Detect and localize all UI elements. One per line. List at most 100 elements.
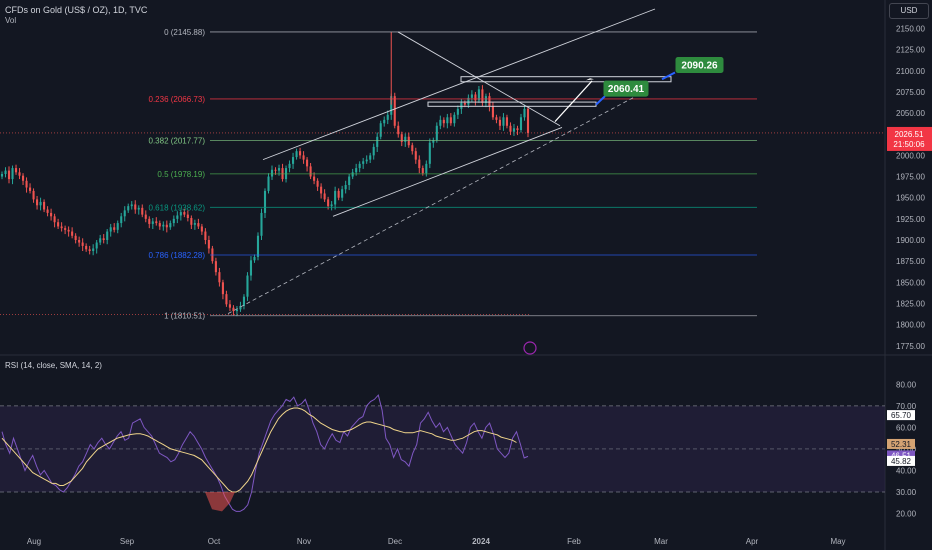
time-axis-label: Sep — [120, 537, 135, 546]
channel-lower-line — [332, 127, 563, 217]
price-axis-tick: 1775.00 — [896, 342, 925, 351]
candle-body — [11, 168, 14, 180]
time-axis-label: Oct — [208, 537, 221, 546]
candle-body — [256, 235, 260, 257]
candle-body — [425, 163, 428, 174]
time-axis-label: Feb — [567, 537, 581, 546]
candle-body — [67, 229, 70, 232]
candle-body — [78, 240, 81, 243]
candle-body — [404, 136, 407, 142]
time-axis-label: Aug — [27, 537, 41, 546]
candle-body — [71, 231, 74, 236]
candle-body — [274, 169, 277, 171]
candle-body — [299, 151, 302, 156]
candle-body — [249, 260, 253, 276]
candle-body — [477, 89, 480, 101]
candle-body — [21, 175, 25, 181]
candle-body — [204, 231, 207, 240]
target-price-label: 2060.41 — [608, 84, 645, 95]
candle-body — [449, 117, 452, 124]
candle-body — [390, 96, 393, 115]
candle-body — [320, 186, 323, 194]
candle-body — [288, 163, 291, 169]
candle-body — [369, 155, 372, 160]
candle-body — [113, 227, 116, 230]
candle-body — [393, 96, 396, 126]
candle-body — [327, 199, 330, 207]
candle-body — [162, 224, 165, 227]
time-axis-label: Nov — [297, 537, 311, 546]
rsi-value-tag — [887, 410, 915, 421]
time-axis-label: Dec — [388, 537, 402, 546]
candle-body — [355, 168, 358, 173]
candle-body — [495, 117, 498, 120]
candle-body — [516, 128, 519, 130]
candle-body — [172, 218, 175, 224]
candle-body — [25, 180, 28, 188]
candle-body — [39, 201, 42, 206]
candle-body — [88, 249, 91, 251]
time-axis-label: Apr — [746, 537, 759, 546]
candle-body — [29, 187, 32, 191]
fib-level-label: 1 (1810.51) — [164, 312, 205, 321]
price-axis-tick: 1975.00 — [896, 173, 925, 182]
candle-body — [46, 209, 49, 213]
fib-level-label: 0.618 (1938.62) — [149, 203, 206, 212]
candle-body — [414, 151, 417, 160]
trend-dashed-line — [227, 95, 637, 314]
currency-button[interactable]: USD — [889, 3, 929, 19]
candle-body — [218, 272, 221, 283]
candle-body — [292, 157, 295, 164]
volume-label: Vol — [5, 16, 17, 25]
candle-body — [242, 296, 246, 306]
rsi-axis-tick: 40.00 — [896, 466, 917, 475]
candle-body — [358, 163, 361, 169]
candle-body — [106, 231, 109, 240]
candle-body — [190, 218, 193, 225]
candle-body — [169, 223, 172, 228]
candle-body — [456, 108, 459, 115]
rsi-axis-tick: 50.00 — [896, 445, 917, 454]
candle-body — [467, 97, 470, 105]
candle-body — [144, 214, 147, 219]
rsi-axis-tick: 30.00 — [896, 488, 917, 497]
price-axis-tick: 1925.00 — [896, 215, 925, 224]
time-axis-label: 2024 — [472, 537, 490, 546]
fib-level-label: 0.786 (1882.28) — [149, 251, 206, 260]
last-price-tag — [887, 126, 932, 151]
rsi-value-label: 45.82 — [891, 457, 912, 466]
candle-body — [302, 155, 305, 160]
price-axis-tick: 2000.00 — [896, 151, 925, 160]
price-axis-tick: 1850.00 — [896, 278, 925, 287]
candle-body — [463, 102, 466, 105]
candle-body — [130, 204, 133, 207]
candle-body — [253, 256, 256, 261]
candle-body — [193, 223, 196, 225]
target-connector — [595, 95, 606, 106]
candle-body — [239, 306, 242, 310]
candle-body — [306, 159, 309, 167]
candle-body — [81, 242, 84, 246]
candle-body — [165, 224, 168, 228]
candle-body — [200, 226, 203, 232]
rsi-line — [1, 394, 529, 512]
candle-body — [64, 228, 67, 230]
candle-body — [491, 106, 494, 118]
candle-body — [260, 212, 263, 236]
candle-body — [383, 119, 386, 124]
fib-level-label: 0.5 (1978.19) — [157, 170, 205, 179]
candle-body — [526, 108, 530, 133]
candle-body — [116, 223, 119, 230]
candle-body — [228, 304, 231, 308]
price-axis-tick: 1950.00 — [896, 194, 925, 203]
candle-body — [235, 309, 238, 312]
candle-body — [379, 123, 382, 137]
candle-body — [365, 159, 368, 162]
candle-body — [484, 96, 487, 103]
descending-line — [397, 31, 561, 127]
candle-body — [7, 170, 11, 180]
target-price-box — [675, 56, 724, 73]
candle-body — [470, 94, 473, 98]
candle-body — [421, 168, 424, 174]
